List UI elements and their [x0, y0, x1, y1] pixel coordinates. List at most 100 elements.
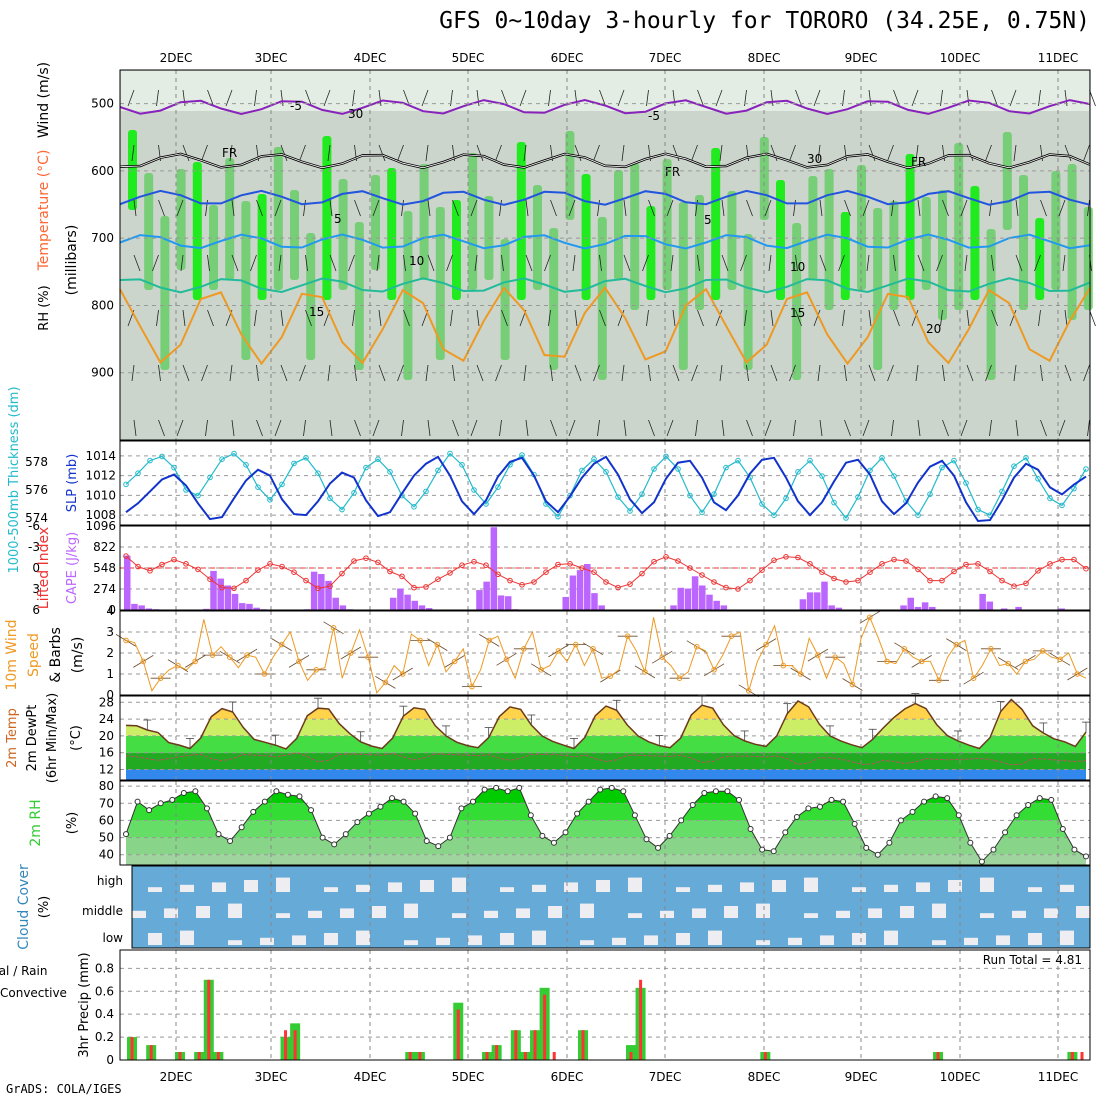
- wind-barb: [672, 144, 680, 162]
- rh-shade: [986, 229, 996, 380]
- wind-point: [694, 643, 700, 650]
- contour-label: 15: [790, 306, 805, 320]
- wind-barb: [817, 144, 821, 162]
- cape-bar: [339, 605, 347, 610]
- wind-barb: [1034, 254, 1041, 272]
- cape-bar: [131, 603, 138, 610]
- wind-barb: [695, 419, 698, 437]
- cloud-block: [452, 877, 466, 892]
- cloud-block: [132, 910, 146, 918]
- rh-shade: [711, 148, 721, 300]
- cape-bar: [569, 575, 577, 610]
- rh-shade: [403, 211, 413, 380]
- ylabel-precip-conv: Convective: [0, 986, 67, 1000]
- slp-tick: 1010: [85, 488, 116, 502]
- wind-barb: [795, 254, 798, 272]
- rh-point: [655, 844, 662, 851]
- thickness-point: [939, 464, 945, 471]
- rh-shade: [776, 180, 785, 300]
- cloud-level-label: low: [103, 931, 124, 945]
- wind-barb: [868, 144, 876, 162]
- ylabel-cloud-unit: (%): [37, 896, 52, 919]
- rh-point: [747, 826, 754, 832]
- isotherm-15: [119, 277, 1091, 294]
- wind-barb: [476, 89, 480, 107]
- rh-point: [909, 808, 916, 815]
- li-point: [879, 561, 885, 567]
- wind-point: [884, 658, 890, 665]
- li-point: [927, 577, 933, 584]
- cape-bar: [224, 585, 232, 610]
- li-point: [267, 561, 273, 567]
- cape-bar: [1000, 608, 1008, 610]
- wind-barb: [813, 309, 821, 327]
- li-point: [891, 556, 897, 563]
- temp-tick: 20: [99, 729, 114, 743]
- rh-shade: [128, 130, 137, 210]
- li-point: [507, 577, 513, 584]
- wind-barb: [813, 89, 821, 107]
- precip-conv-bar: [523, 1051, 527, 1060]
- wind-barb: [989, 419, 992, 437]
- li-point: [519, 582, 525, 588]
- thickness-point: [723, 464, 729, 471]
- li-point: [291, 569, 297, 576]
- wind-point: [936, 677, 942, 684]
- li-point: [159, 561, 165, 568]
- wind-point: [1057, 656, 1063, 663]
- thickness-point: [303, 455, 309, 461]
- cape-bar: [921, 602, 929, 610]
- cloud-block: [484, 910, 498, 918]
- cloud-block: [596, 880, 610, 892]
- cloud-block: [756, 903, 770, 918]
- thickness-point: [123, 481, 129, 488]
- rh-band: [126, 854, 1086, 865]
- thickness-point: [555, 513, 561, 520]
- wind-barb: [985, 144, 992, 162]
- wind-barb: [746, 419, 753, 437]
- date-label-bottom: 11DEC: [1038, 1070, 1078, 1084]
- rh-point: [354, 819, 361, 826]
- thickness-point: [207, 474, 213, 481]
- li-point: [183, 561, 189, 567]
- thickness-point: [975, 506, 981, 513]
- rh-point: [516, 784, 523, 791]
- series-Thickness: [125, 452, 1087, 520]
- wind-barb: [599, 309, 606, 327]
- wind-barb: [697, 309, 704, 327]
- ylabel-millibars: (millibars): [64, 225, 80, 296]
- cloud-block: [756, 940, 770, 945]
- temp-band: [126, 769, 1086, 780]
- rh-point: [990, 846, 997, 853]
- wind-point: [261, 671, 268, 677]
- wind-barb: [991, 254, 994, 272]
- wind-barb: [378, 364, 386, 382]
- wind-barb: [254, 89, 257, 107]
- wind-barb: [278, 254, 282, 272]
- date-label-top: 3DEC: [255, 51, 288, 65]
- contour-label: 30: [807, 152, 822, 166]
- cloud-block: [884, 930, 898, 945]
- precip-conv-bar: [581, 1030, 585, 1060]
- cloud-block: [740, 882, 754, 892]
- wind-barb: [1083, 144, 1090, 162]
- wind-point: [503, 656, 510, 663]
- cape-bar: [835, 607, 843, 610]
- series-lifted-index: [125, 555, 1087, 590]
- wind-barb: [646, 309, 649, 327]
- wind-barb: [940, 89, 943, 107]
- wind-point: [572, 641, 579, 648]
- rh-band: [126, 803, 1086, 821]
- wind-barb: [156, 309, 159, 327]
- cape-bar: [699, 585, 706, 610]
- rh-point: [296, 793, 303, 800]
- wind-barb: [548, 89, 551, 107]
- wind-barb: [1058, 199, 1066, 217]
- cloud-block: [692, 908, 706, 918]
- rh-point: [123, 831, 129, 838]
- cape-panel-frame: [119, 525, 1091, 611]
- cloud-block: [900, 906, 914, 918]
- li-point: [147, 568, 153, 574]
- rh-point: [203, 805, 210, 812]
- wind-barb: [1038, 309, 1041, 327]
